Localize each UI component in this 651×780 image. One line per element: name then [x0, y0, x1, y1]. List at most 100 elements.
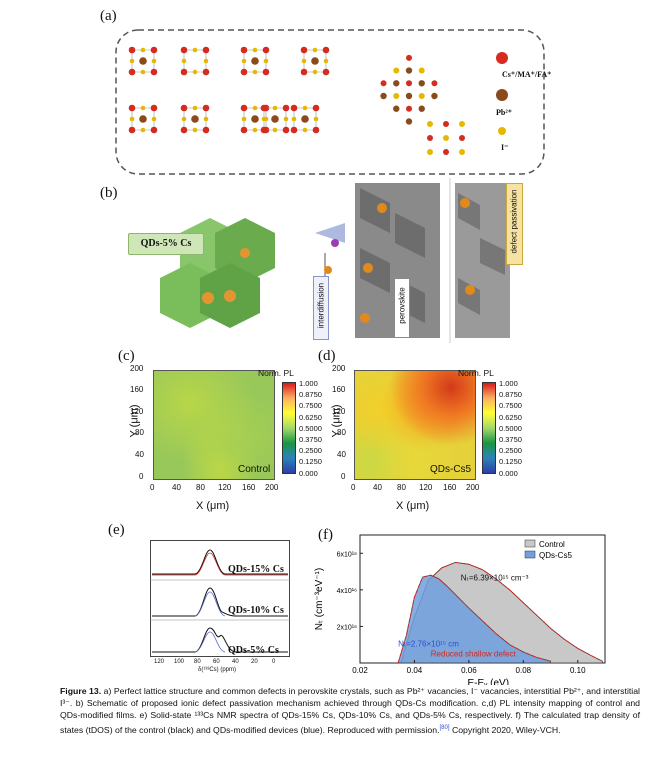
tick: 160 — [332, 385, 346, 394]
tick: 160 — [130, 385, 144, 394]
x-tick-label: 0.08 — [516, 666, 532, 675]
caption-tail: Copyright 2020, Wiley-VCH. — [449, 724, 561, 735]
colorbar-tick: 0.5000 — [299, 423, 322, 433]
tick: 40 — [172, 483, 181, 492]
colorbar-tick: 0.1250 — [299, 457, 322, 467]
y-tick-label: 2x10¹⁶ — [337, 624, 358, 631]
colorbar-tick: 0.3750 — [499, 435, 522, 445]
tick: 160 — [443, 483, 457, 492]
tick: 200 — [265, 483, 279, 492]
tick: 0 — [272, 659, 276, 665]
legend-cation-label: Cs⁺/MA⁺/FA⁺ — [502, 70, 552, 79]
panel-e-xlabel: δ(¹³³Cs) (ppm) — [198, 667, 236, 673]
panel-c-corner-label: Control — [238, 464, 271, 475]
colorbar-tick: 1.000 — [299, 379, 318, 388]
legend-iodide-label: I⁻ — [501, 143, 509, 152]
y-axis-label: Nₜ (cm⁻³eV⁻¹) — [314, 568, 325, 630]
panel-c-yticks: 200 160 120 80 40 0 — [130, 364, 150, 484]
colorbar-tick: 0.8750 — [499, 390, 522, 400]
tdos-chart: 0.02 0.04 0.06 0.08 0.10 2x10¹⁶ 4x10¹⁶ 6x10¹⁶ E-… — [314, 534, 606, 685]
defect-passivation-label-box: defect passivation — [506, 183, 523, 265]
tick: 120 — [419, 483, 433, 492]
panel-e-xticks: 120 100 80 60 40 20 0 — [150, 659, 290, 668]
tick: 160 — [242, 483, 256, 492]
tick: 200 — [130, 364, 144, 373]
colorbar-tick: 0.000 — [299, 468, 318, 478]
panel-c-colorbar-title: Norm. PL — [258, 368, 294, 378]
panel-d-letter: (d) — [318, 348, 336, 364]
x-tick-label: 0.02 — [352, 666, 368, 675]
tick: 100 — [174, 659, 185, 665]
nmr-label-5: QDs-5% Cs — [228, 645, 279, 656]
panel-e-nmr-spectra — [150, 540, 290, 657]
y-tick-label: 4x10¹⁶ — [337, 588, 358, 595]
tick: 200 — [332, 364, 346, 373]
tick: 0 — [150, 483, 155, 492]
colorbar-tick: 0.6250 — [299, 412, 322, 422]
tick: 60 — [213, 659, 220, 665]
tick: 80 — [196, 483, 205, 492]
colorbar-tick: 0.000 — [499, 468, 518, 478]
panel-d-xlabel: X (μm) — [396, 500, 430, 512]
legend-swatch-control — [524, 539, 536, 548]
legend-label-control: Control — [539, 540, 565, 549]
panel-d-corner-label: QDs-Cs5 — [430, 464, 472, 475]
annotation-qds-nt: Nₜ=2.76×10¹⁵ cm — [398, 640, 459, 649]
colorbar-tick: 0.7500 — [299, 401, 322, 411]
panel-c-letter: (c) — [118, 348, 135, 364]
tick: 200 — [466, 483, 480, 492]
qds-5cs-label: QDs-5% Cs — [140, 238, 192, 249]
panel-c-colorbar-ticks: 1.000 0.8750 0.7500 0.6250 0.5000 0.3750… — [299, 378, 333, 478]
panel-c-xticks: 0 40 80 120 160 200 — [146, 483, 286, 493]
tick: 20 — [251, 659, 258, 665]
colorbar-tick: 0.7500 — [499, 401, 522, 411]
tick: 0 — [341, 472, 346, 481]
panel-c-colorbar — [282, 382, 296, 474]
panel-d-colorbar-title: Norm. PL — [458, 368, 494, 378]
qds-5cs-badge: QDs-5% Cs — [128, 233, 204, 255]
caption-ref: [80] — [439, 724, 450, 731]
defect-passivation-label: defect passivation — [509, 189, 519, 254]
interdiffusion-label: interdiffusion — [316, 282, 326, 329]
panel-d-yticks: 200 160 120 80 40 0 — [332, 364, 352, 484]
tick: 0 — [139, 472, 144, 481]
tick: 120 — [130, 407, 144, 416]
tick: 120 — [332, 407, 346, 416]
y-tick-label: 6x10¹⁶ — [337, 551, 358, 558]
caption-text: a) Perfect lattice structure and common … — [60, 686, 640, 735]
tick: 120 — [218, 483, 232, 492]
legend-pb-label: Pb²⁺ — [496, 108, 512, 117]
tick: 80 — [135, 428, 144, 437]
x-tick-label: 0.06 — [461, 666, 477, 675]
tick: 80 — [194, 659, 201, 665]
panel-d-colorbar-ticks: 1.000 0.8750 0.7500 0.6250 0.5000 0.3750… — [499, 378, 533, 478]
tick: 40 — [373, 483, 382, 492]
x-tick-label: 0.04 — [407, 666, 423, 675]
legend-swatch-qds — [524, 550, 536, 559]
x-tick-label: 0.10 — [570, 666, 586, 675]
x-axis-label: E-Eᵥ (eV) — [468, 678, 510, 685]
colorbar-tick: 0.3750 — [299, 435, 322, 445]
annotation-reduced-defect: Reduced shallow defect — [431, 650, 517, 659]
colorbar-tick: 0.1250 — [499, 457, 522, 467]
nmr-label-10: QDs-10% Cs — [228, 605, 284, 616]
panel-e-letter: (e) — [108, 522, 125, 538]
fit-line-control — [400, 561, 603, 664]
pl-map-qds — [354, 370, 476, 480]
colorbar-tick: 0.5000 — [499, 423, 522, 433]
panel-a-letter: (a) — [100, 8, 117, 24]
panel-b-passivation-schematic — [160, 178, 510, 343]
colorbar-tick: 0.2500 — [299, 446, 322, 456]
tick: 80 — [397, 483, 406, 492]
perovskite-label-box: perovskite — [394, 278, 410, 338]
legend-label-qds: QDs-Cs5 — [539, 551, 572, 560]
caption-lead: Figure 13. — [60, 686, 102, 696]
colorbar-tick: 0.6250 — [499, 412, 522, 422]
panel-c-xlabel: X (μm) — [196, 500, 230, 512]
colorbar-tick: 1.000 — [499, 379, 518, 388]
panel-a-lattice-diagram — [115, 29, 545, 175]
tick: 120 — [154, 659, 165, 665]
figure-caption: Figure 13. a) Perfect lattice structure … — [60, 685, 640, 736]
panel-d-colorbar — [482, 382, 496, 474]
panel-b-letter: (b) — [100, 185, 118, 201]
